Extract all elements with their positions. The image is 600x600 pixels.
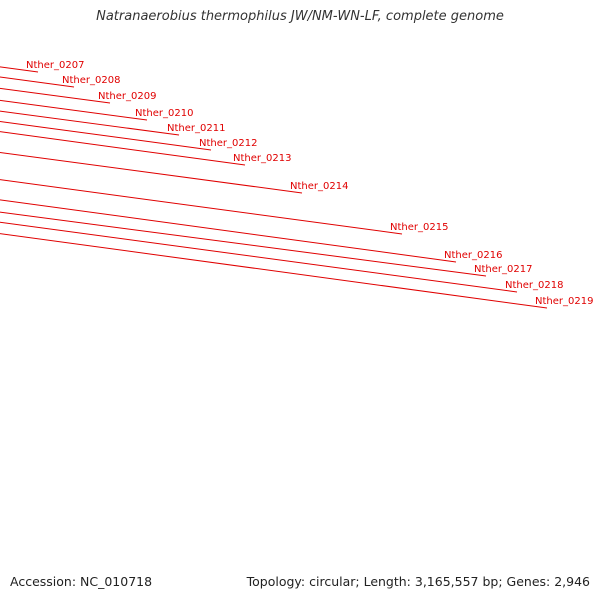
- gene-label: Nther_0219: [535, 296, 593, 307]
- accession-text: Accession: NC_010718: [10, 574, 153, 589]
- topology-text: Topology: circular; Length: 3,165,557 bp…: [246, 574, 590, 589]
- gene-label: Nther_0210: [135, 108, 193, 119]
- leader-line: [0, 211, 487, 277]
- gene-label: Nther_0214: [290, 181, 348, 192]
- gene-label: Nther_0212: [199, 138, 257, 149]
- gene-label: Nther_0213: [233, 153, 291, 164]
- gene-label: Nther_0208: [62, 75, 120, 86]
- leader-line: [0, 233, 548, 309]
- leader-line: [0, 87, 111, 104]
- leader-line: [0, 199, 457, 263]
- leader-line: [0, 151, 303, 194]
- map-title: Natranaerobius thermophilus JW/NM-WN-LF,…: [96, 9, 504, 24]
- gene-label: Nther_0218: [505, 280, 563, 291]
- gene-label: Nther_0216: [444, 250, 502, 261]
- gene-labels: Nther_0207 Nther_0208 Nther_0209 Nther_0210…: [0, 60, 593, 309]
- leader-line: [0, 76, 75, 88]
- leader-line: [0, 221, 518, 293]
- gene-label: Nther_0215: [390, 222, 448, 233]
- gene-label: Nther_0217: [474, 264, 532, 275]
- gene-label: Nther_0211: [167, 123, 225, 134]
- leader-line: [0, 179, 403, 235]
- gene-label: Nther_0207: [26, 60, 84, 71]
- gene-label: Nther_0209: [98, 91, 156, 102]
